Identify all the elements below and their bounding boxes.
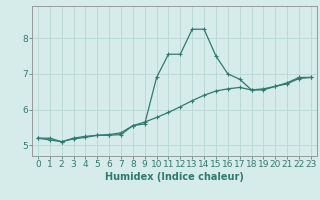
- X-axis label: Humidex (Indice chaleur): Humidex (Indice chaleur): [105, 172, 244, 182]
